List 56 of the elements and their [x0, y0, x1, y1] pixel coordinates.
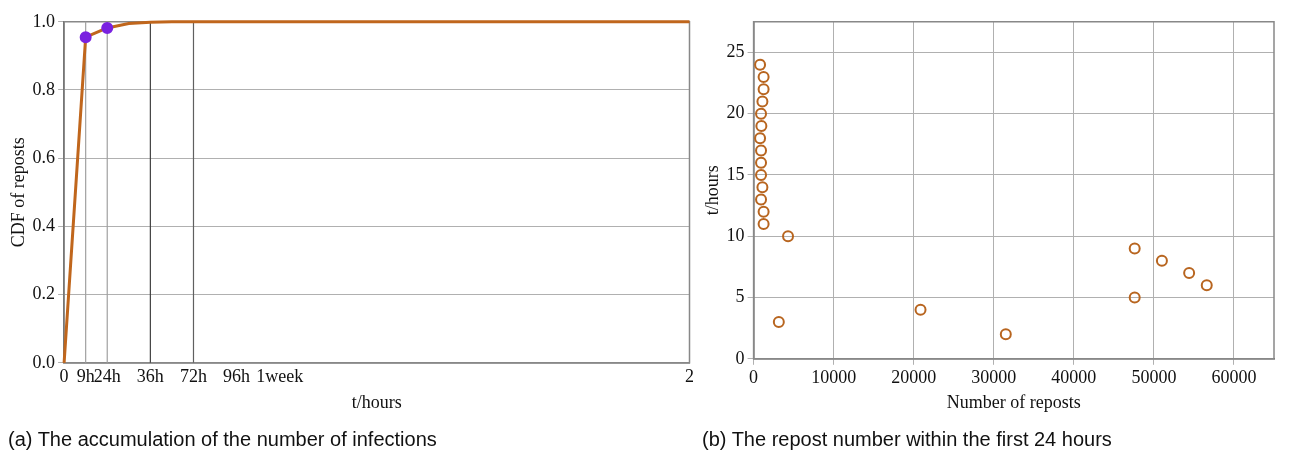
x-axis-title: t/hours	[351, 391, 402, 412]
y-tick-label: 0.0	[32, 351, 56, 372]
x-tick-label: 60000	[1211, 367, 1257, 388]
point	[1200, 279, 1213, 292]
point	[754, 58, 767, 71]
y-tick-label: 25	[726, 41, 745, 62]
point	[756, 95, 769, 108]
point	[1128, 242, 1141, 255]
x-tick-label: 2	[685, 366, 694, 387]
point	[755, 193, 768, 206]
point	[1183, 267, 1196, 280]
point	[914, 303, 927, 316]
y-tick-label: 15	[726, 163, 745, 184]
x-tick-label: 24h	[93, 366, 121, 387]
y-tick-label: 0.4	[32, 215, 56, 236]
point	[782, 230, 795, 243]
x-tick-label: 96h	[223, 366, 251, 387]
y-tick-label: 0.8	[32, 78, 56, 99]
x-axis-title: Number of reposts	[946, 391, 1081, 412]
y-tick-label: 0.2	[32, 283, 56, 304]
point	[754, 132, 767, 145]
x-tick-label: 0	[59, 366, 69, 387]
point	[756, 181, 769, 194]
x-tick-label: 50000	[1131, 367, 1177, 388]
x-tick-label: 9h	[76, 366, 95, 387]
point	[755, 144, 768, 157]
point	[757, 70, 770, 83]
point	[755, 119, 768, 132]
x-tick-label: 20000	[891, 367, 937, 388]
y-tick-label: 20	[726, 102, 745, 123]
x-tick-label: 40000	[1051, 367, 1097, 388]
x-tick-label: 36h	[136, 366, 164, 387]
y-tick-label: 10	[726, 224, 745, 245]
point	[999, 328, 1012, 341]
y-tick-label: 1.0	[32, 10, 56, 31]
point	[757, 83, 770, 96]
text: (a) The accumulation of the number of infections	[8, 427, 437, 450]
y-axis-title: t/hours	[701, 165, 722, 216]
text: (b) The repost number within the first 24 hours	[702, 427, 1112, 450]
y-tick-label: 0	[735, 347, 745, 368]
point	[1128, 291, 1141, 304]
point	[757, 218, 770, 230]
point	[757, 205, 770, 218]
x-tick-label: 0	[749, 367, 759, 388]
x-tick-label: 10000	[811, 367, 857, 388]
y-tick-label: 0.6	[32, 146, 56, 167]
point	[1155, 254, 1168, 267]
point	[755, 168, 768, 181]
x-tick-label: 1week	[256, 366, 304, 387]
x-tick-label: 30000	[971, 367, 1017, 388]
point	[755, 107, 768, 120]
point	[772, 316, 785, 329]
y-axis-title: CDF of reposts	[7, 137, 28, 248]
y-tick-label: 5	[735, 286, 745, 307]
point	[755, 156, 768, 169]
x-tick-label: 72h	[179, 366, 207, 387]
